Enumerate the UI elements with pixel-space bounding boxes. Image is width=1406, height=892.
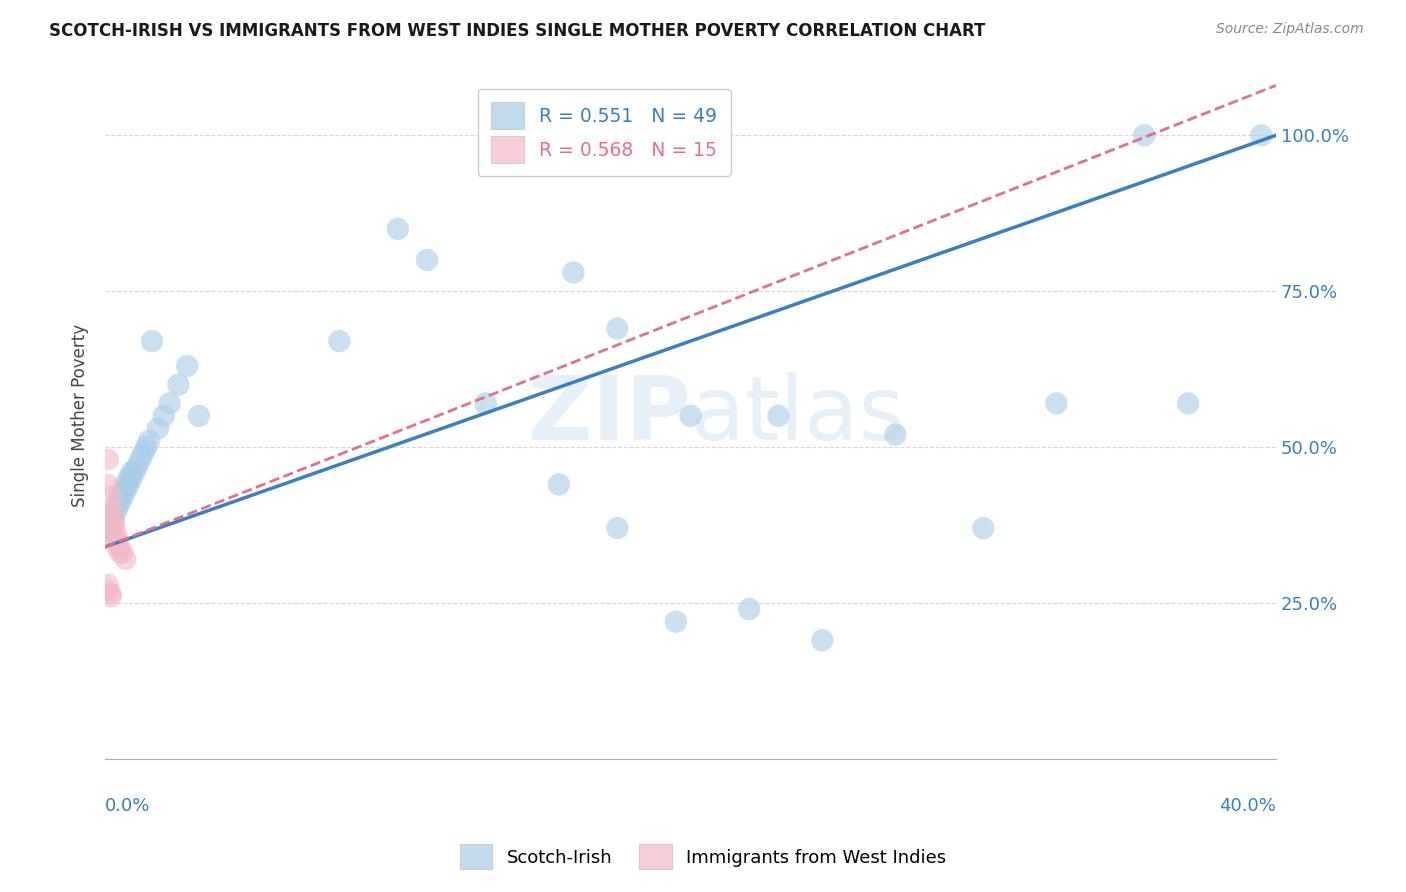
Point xyxy=(100,586,122,600)
Point xyxy=(129,452,152,467)
Point xyxy=(121,465,143,479)
Point xyxy=(105,502,128,516)
Point xyxy=(547,477,569,491)
Point xyxy=(474,396,496,410)
Point xyxy=(100,502,122,516)
Text: Source: ZipAtlas.com: Source: ZipAtlas.com xyxy=(1216,22,1364,37)
Point xyxy=(105,540,128,554)
Point xyxy=(105,527,128,541)
Text: 40.0%: 40.0% xyxy=(1219,797,1277,814)
Point xyxy=(387,222,409,236)
Point xyxy=(114,483,136,498)
Point xyxy=(176,359,198,373)
Legend: R = 0.551   N = 49, R = 0.568   N = 15: R = 0.551 N = 49, R = 0.568 N = 15 xyxy=(478,89,731,176)
Legend: Scotch-Irish, Immigrants from West Indies: Scotch-Irish, Immigrants from West Indie… xyxy=(450,835,956,879)
Point xyxy=(105,533,128,548)
Point xyxy=(108,540,131,554)
Point xyxy=(100,590,122,604)
Point xyxy=(606,521,628,535)
Point xyxy=(108,496,131,510)
Point xyxy=(884,427,907,442)
Point xyxy=(111,546,134,560)
Point xyxy=(138,434,160,448)
Point xyxy=(100,515,122,529)
Point xyxy=(1250,128,1272,143)
Point xyxy=(132,446,155,460)
Text: SCOTCH-IRISH VS IMMIGRANTS FROM WEST INDIES SINGLE MOTHER POVERTY CORRELATION CH: SCOTCH-IRISH VS IMMIGRANTS FROM WEST IND… xyxy=(49,22,986,40)
Point xyxy=(167,377,190,392)
Point xyxy=(146,421,169,435)
Point xyxy=(114,477,136,491)
Point xyxy=(679,409,702,423)
Point xyxy=(811,633,834,648)
Point xyxy=(124,465,146,479)
Text: ZIP: ZIP xyxy=(527,372,690,459)
Point xyxy=(1045,396,1067,410)
Point xyxy=(100,508,122,523)
Point xyxy=(111,483,134,498)
Text: atlas: atlas xyxy=(690,372,905,459)
Point xyxy=(127,458,149,473)
Point xyxy=(187,409,209,423)
Point xyxy=(768,409,790,423)
Point xyxy=(117,477,139,491)
Point xyxy=(100,490,122,504)
Point xyxy=(328,334,350,348)
Point xyxy=(606,321,628,335)
Point xyxy=(1177,396,1199,410)
Point xyxy=(114,552,136,566)
Point xyxy=(97,527,120,541)
Point xyxy=(972,521,994,535)
Point xyxy=(159,396,181,410)
Point xyxy=(103,527,125,541)
Point xyxy=(108,546,131,560)
Point xyxy=(97,477,120,491)
Point xyxy=(105,496,128,510)
Point xyxy=(97,583,120,598)
Point xyxy=(97,577,120,591)
Point xyxy=(108,490,131,504)
Point xyxy=(111,490,134,504)
Point xyxy=(665,615,688,629)
Point xyxy=(117,471,139,485)
Point xyxy=(103,508,125,523)
Point xyxy=(152,409,174,423)
Point xyxy=(103,521,125,535)
Point xyxy=(97,452,120,467)
Point xyxy=(121,471,143,485)
Text: 0.0%: 0.0% xyxy=(105,797,150,814)
Y-axis label: Single Mother Poverty: Single Mother Poverty xyxy=(72,325,89,508)
Point xyxy=(103,515,125,529)
Point xyxy=(141,334,163,348)
Point xyxy=(416,252,439,267)
Point xyxy=(1133,128,1156,143)
Point xyxy=(562,265,585,279)
Point xyxy=(738,602,761,616)
Point xyxy=(135,440,157,454)
Point xyxy=(100,521,122,535)
Point xyxy=(103,515,125,529)
